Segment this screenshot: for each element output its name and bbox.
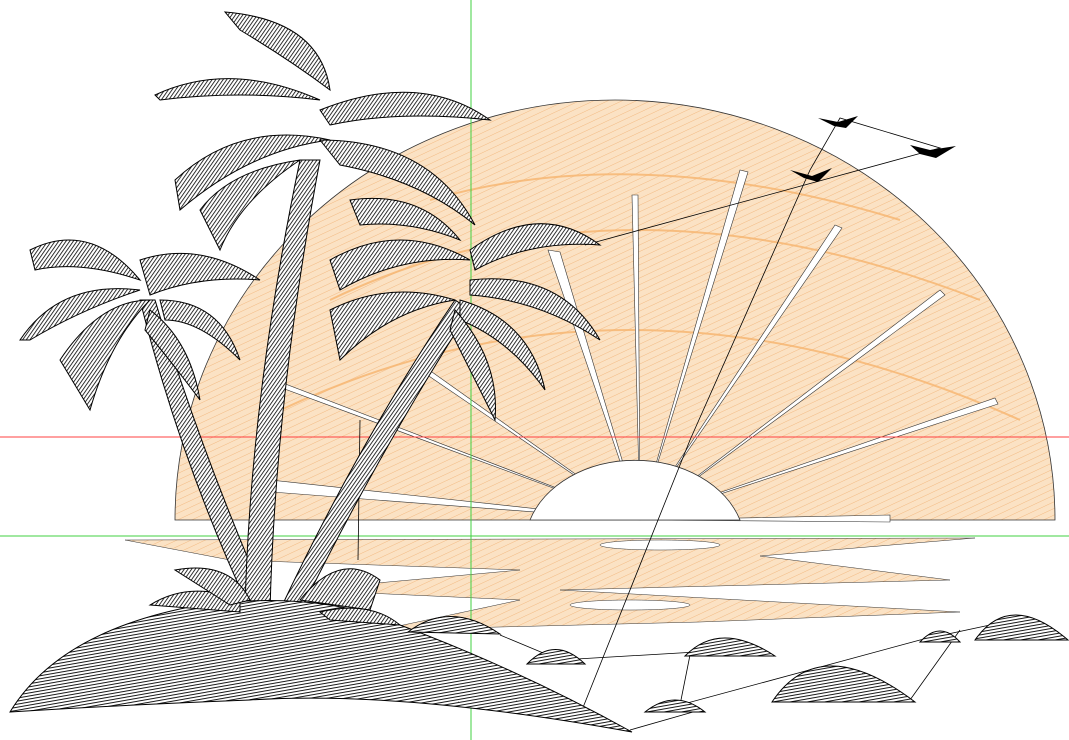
birds: [790, 116, 956, 182]
rocks: [406, 614, 1069, 713]
sun-core: [529, 459, 741, 521]
water-reflection: [124, 537, 976, 631]
grass: [148, 567, 402, 626]
island: [9, 600, 633, 733]
palm-fronds: [19, 11, 602, 422]
